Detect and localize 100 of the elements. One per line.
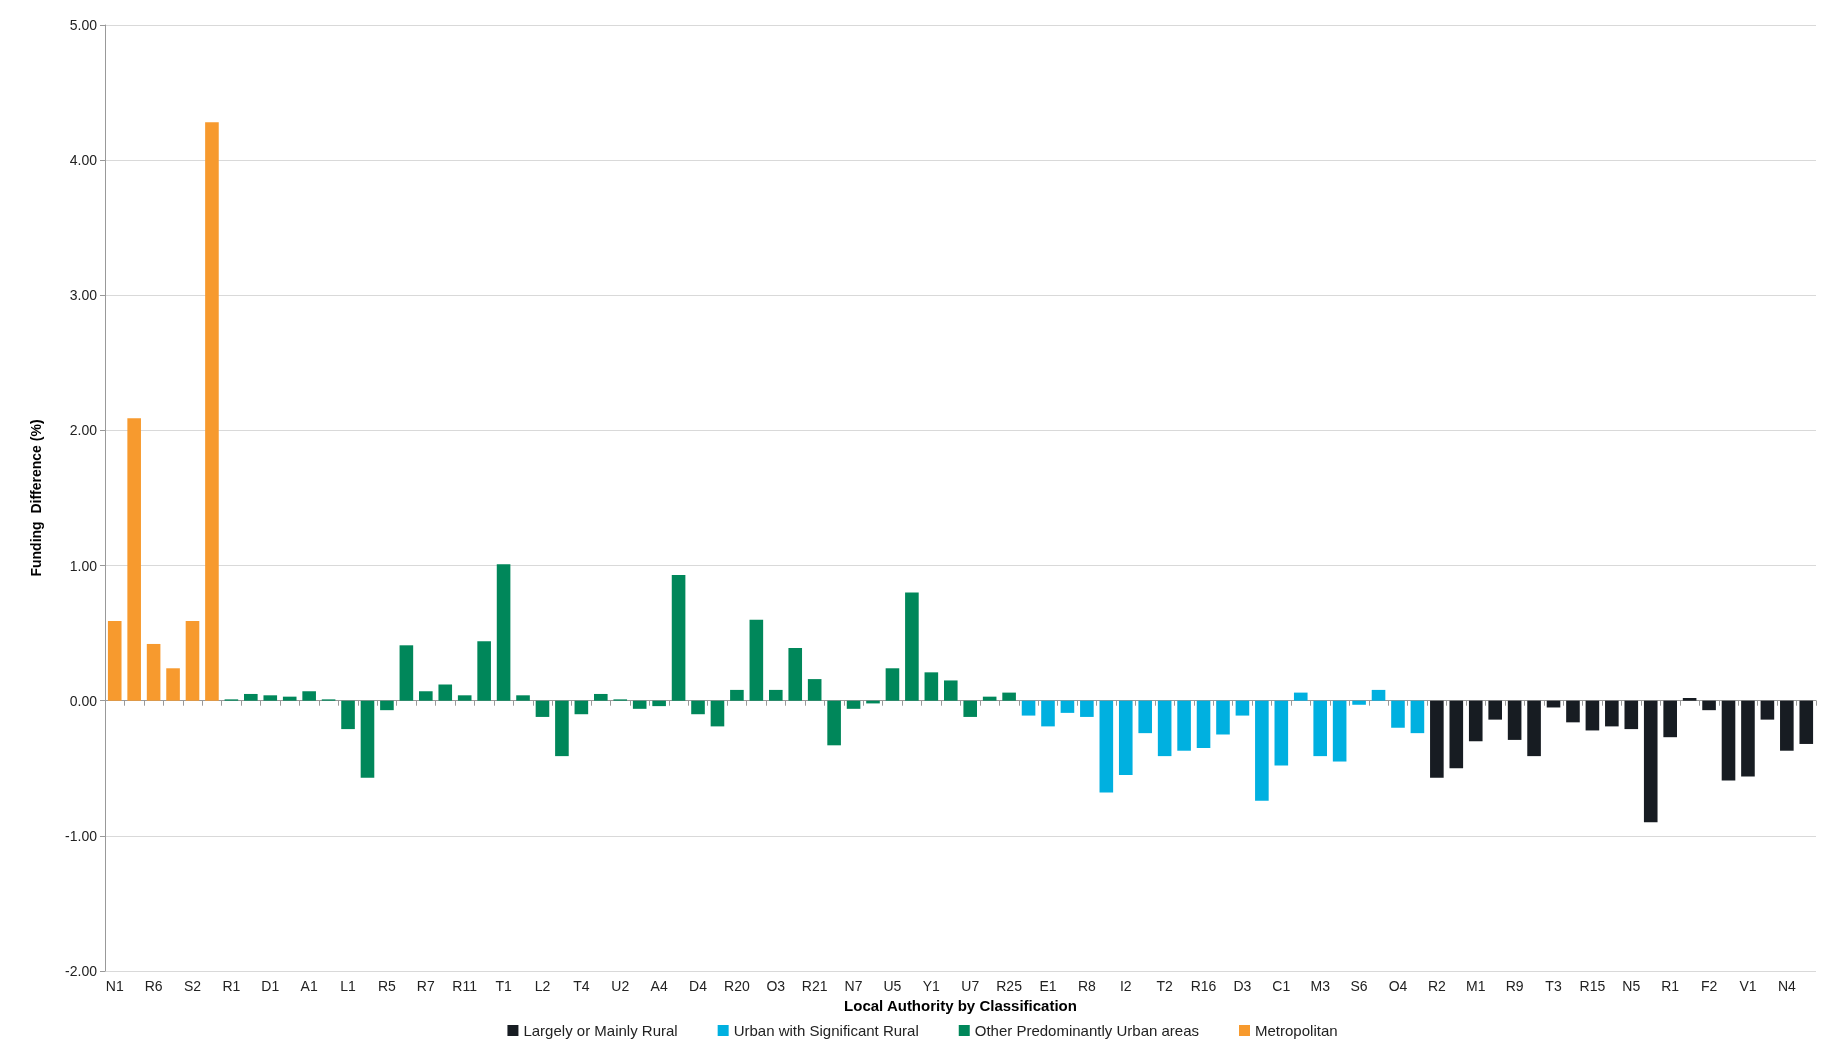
bar (535, 700, 550, 717)
bar (1196, 700, 1211, 749)
bar (1371, 689, 1386, 701)
bar (905, 592, 919, 701)
x-tick-label: R20 (724, 978, 750, 994)
legend-label: Largely or Mainly Rural (523, 1022, 678, 1039)
x-tick-label: R15 (1579, 978, 1606, 994)
bar (1643, 700, 1658, 823)
bar (1332, 700, 1347, 762)
x-tick-label: R1 (1661, 978, 1680, 994)
bar (1216, 700, 1230, 735)
bar (924, 672, 939, 701)
bar (671, 575, 686, 701)
bar (302, 691, 316, 701)
x-tick-label: Y1 (922, 978, 941, 994)
x-tick-label: N7 (844, 978, 863, 994)
bar (107, 620, 122, 701)
x-tick-label: R7 (416, 978, 435, 994)
legend-label: Other Predominantly Urban areas (974, 1022, 1200, 1039)
bar (477, 641, 491, 701)
bar (1449, 700, 1464, 769)
bar (341, 700, 355, 730)
bar (1391, 700, 1405, 728)
bar (1430, 700, 1444, 778)
bar (652, 700, 666, 707)
bar (127, 418, 141, 701)
bar (1566, 700, 1580, 723)
bar (1235, 700, 1250, 716)
bar (1293, 692, 1308, 701)
bar (1468, 700, 1483, 742)
bar (846, 700, 861, 709)
bar (574, 700, 589, 715)
bar (594, 693, 608, 701)
x-tick-label: R2 (1427, 978, 1447, 994)
x-axis-title: Local Authority by Classification (844, 996, 1077, 1014)
bar (1585, 700, 1600, 731)
bar (1799, 700, 1814, 744)
bar (244, 693, 258, 701)
bar (691, 700, 705, 715)
bar (1080, 700, 1094, 717)
bar (982, 696, 997, 701)
x-tick-label: R11 (452, 978, 478, 994)
bar (1118, 700, 1133, 776)
x-tick-label: R25 (996, 978, 1023, 994)
bar (943, 680, 958, 701)
bar (1313, 700, 1327, 757)
bar (419, 691, 433, 701)
x-tick-label: T2 (1156, 978, 1174, 994)
bar (1760, 700, 1775, 720)
y-tick-label: 1.00 (69, 557, 98, 574)
bar (166, 668, 180, 701)
x-tick-label: F2 (1700, 978, 1718, 994)
bar (282, 696, 297, 701)
y-tick-label: 0.00 (69, 692, 98, 709)
y-tick-label: -2.00 (65, 963, 98, 979)
bar (827, 700, 841, 746)
bar (632, 700, 647, 709)
y-tick-label: -1.00 (65, 827, 98, 844)
bar (1099, 700, 1114, 793)
x-tick-label: N1 (105, 978, 124, 994)
bar (1002, 692, 1016, 701)
x-tick-label: M3 (1310, 978, 1331, 994)
x-tick-label: T4 (573, 978, 590, 994)
bar (555, 700, 569, 757)
x-tick-label: R21 (801, 978, 828, 994)
bar (1021, 700, 1036, 716)
bar (788, 648, 803, 701)
bar (205, 122, 219, 701)
bar (516, 695, 530, 701)
y-tick-label: 2.00 (69, 422, 98, 439)
bar (1488, 700, 1502, 720)
bar (380, 700, 394, 711)
x-tick-label: O3 (766, 978, 786, 994)
x-tick-label: R5 (377, 978, 397, 994)
bar (1624, 700, 1639, 730)
bar (457, 695, 472, 701)
bar (1663, 700, 1677, 738)
x-tick-label: A1 (300, 978, 318, 994)
y-tick-label: 4.00 (69, 152, 98, 169)
bar (1702, 700, 1716, 711)
bar (438, 684, 453, 701)
y-tick-label: 5.00 (69, 17, 98, 33)
x-tick-label: I2 (1119, 978, 1132, 994)
x-tick-label: U5 (883, 978, 902, 994)
bar (1274, 700, 1289, 766)
bar (360, 700, 375, 778)
bar (885, 668, 900, 701)
bar (1177, 700, 1191, 751)
x-tick-label: A4 (650, 978, 668, 994)
x-tick-label: V1 (1739, 978, 1757, 994)
x-tick-label: D4 (689, 978, 708, 994)
bar (1352, 700, 1366, 705)
x-tick-label: T1 (495, 978, 512, 994)
x-tick-label: R6 (144, 978, 163, 994)
bar (1138, 700, 1153, 734)
bar (1255, 700, 1269, 801)
bar (749, 619, 764, 701)
bar (1721, 700, 1736, 781)
bar (1605, 700, 1619, 727)
x-tick-label: T3 (1545, 978, 1562, 994)
